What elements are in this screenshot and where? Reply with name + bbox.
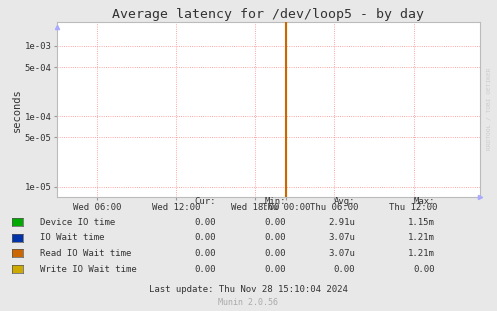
Text: Cur:: Cur: bbox=[195, 197, 216, 206]
Text: 1.21m: 1.21m bbox=[408, 249, 435, 258]
Title: Average latency for /dev/loop5 - by day: Average latency for /dev/loop5 - by day bbox=[112, 7, 424, 21]
Text: 0.00: 0.00 bbox=[264, 218, 286, 227]
Text: 0.00: 0.00 bbox=[195, 249, 216, 258]
Text: Munin 2.0.56: Munin 2.0.56 bbox=[219, 298, 278, 307]
Text: 3.07u: 3.07u bbox=[329, 234, 355, 242]
Text: Read IO Wait time: Read IO Wait time bbox=[40, 249, 131, 258]
Text: 3.07u: 3.07u bbox=[329, 249, 355, 258]
Text: 0.00: 0.00 bbox=[264, 234, 286, 242]
Y-axis label: seconds: seconds bbox=[12, 88, 22, 132]
Text: Avg:: Avg: bbox=[334, 197, 355, 206]
Text: 0.00: 0.00 bbox=[195, 218, 216, 227]
Text: Min:: Min: bbox=[264, 197, 286, 206]
Text: 0.00: 0.00 bbox=[414, 265, 435, 273]
Text: 0.00: 0.00 bbox=[334, 265, 355, 273]
Text: Device IO time: Device IO time bbox=[40, 218, 115, 227]
Text: 1.21m: 1.21m bbox=[408, 234, 435, 242]
Text: 2.91u: 2.91u bbox=[329, 218, 355, 227]
Text: 0.00: 0.00 bbox=[264, 265, 286, 273]
Text: 0.00: 0.00 bbox=[264, 249, 286, 258]
Text: 1.15m: 1.15m bbox=[408, 218, 435, 227]
Text: Write IO Wait time: Write IO Wait time bbox=[40, 265, 137, 273]
Text: 0.00: 0.00 bbox=[195, 265, 216, 273]
Text: RRDTOOL / TOBI OETIKER: RRDTOOL / TOBI OETIKER bbox=[486, 67, 491, 150]
Text: Max:: Max: bbox=[414, 197, 435, 206]
Text: Last update: Thu Nov 28 15:10:04 2024: Last update: Thu Nov 28 15:10:04 2024 bbox=[149, 285, 348, 294]
Text: IO Wait time: IO Wait time bbox=[40, 234, 104, 242]
Text: 0.00: 0.00 bbox=[195, 234, 216, 242]
